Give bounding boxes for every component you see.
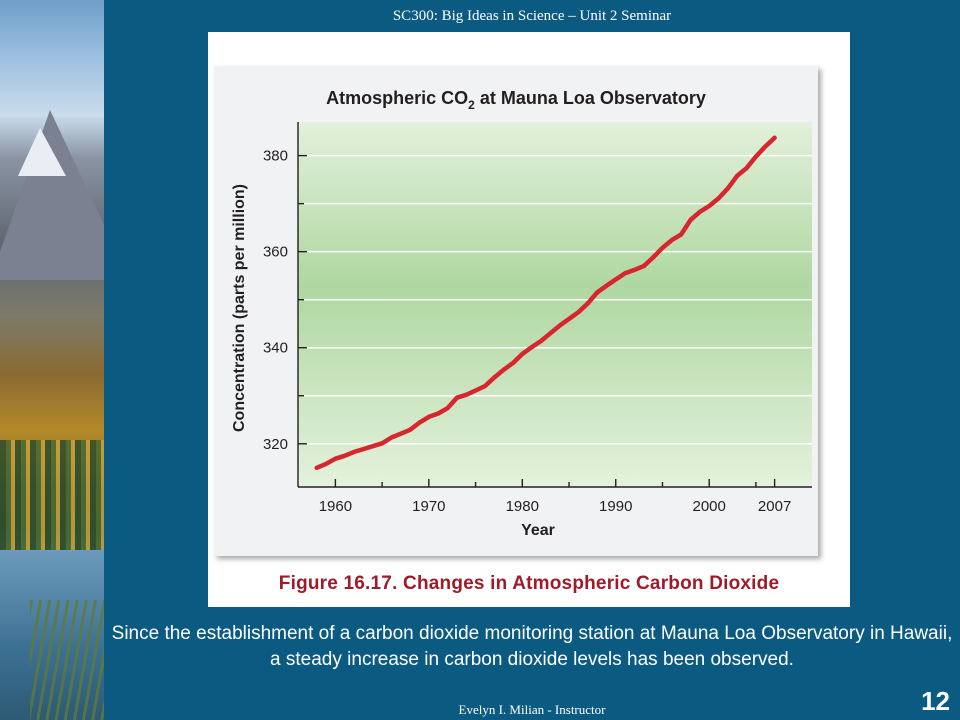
x-tick-label-1990: 1990 — [599, 498, 632, 515]
y-tick-label-320: 320 — [263, 436, 288, 453]
x-tick-label-1970: 1970 — [412, 498, 445, 515]
slide-footer: Evelyn I. Milian - Instructor — [458, 702, 606, 717]
co2-series-line — [314, 135, 777, 471]
x-tick-label-1960: 1960 — [319, 498, 352, 515]
x-tick-label-1980: 1980 — [506, 498, 539, 515]
chart-panel: Atmospheric CO2 at Mauna Loa Observatory… — [214, 66, 818, 556]
x-tick-label-2000: 2000 — [693, 498, 726, 515]
y-axis-label: Concentration (parts per million) — [231, 184, 248, 432]
chart-title-subscript: 2 — [468, 98, 475, 112]
tick-labels: 320 340 360 380 1960 1970 1980 1990 2000 2007 — [263, 148, 791, 515]
x-axis-label: Year — [521, 522, 555, 539]
x-tick-label-2007: 2007 — [758, 498, 791, 515]
y-tick-label-340: 340 — [263, 340, 288, 357]
chart-title-main: Atmospheric CO — [326, 88, 468, 108]
chart-title: Atmospheric CO2 at Mauna Loa Observatory — [326, 88, 706, 112]
slide-header: SC300: Big Ideas in Science – Unit 2 Sem… — [392, 8, 672, 24]
y-tick-label-360: 360 — [263, 244, 288, 261]
axes — [297, 122, 812, 488]
figure-card: Atmospheric CO2 at Mauna Loa Observatory… — [208, 32, 850, 607]
mountain-snow — [18, 128, 66, 176]
slide-body-text: Since the establishment of a carbon diox… — [111, 623, 953, 670]
forest — [0, 440, 104, 550]
plot-area — [298, 122, 812, 487]
grass — [30, 600, 104, 720]
page-number: 12 — [921, 686, 950, 716]
co2-chart: Atmospheric CO2 at Mauna Loa Observatory… — [231, 88, 812, 539]
grid-lines — [298, 154, 812, 445]
figure-caption: Figure 16.17. Changes in Atmospheric Car… — [278, 573, 780, 594]
landscape-photo — [0, 0, 104, 720]
y-tick-label-380: 380 — [263, 148, 288, 165]
chart-title-rest: at Mauna Loa Observatory — [475, 88, 706, 108]
